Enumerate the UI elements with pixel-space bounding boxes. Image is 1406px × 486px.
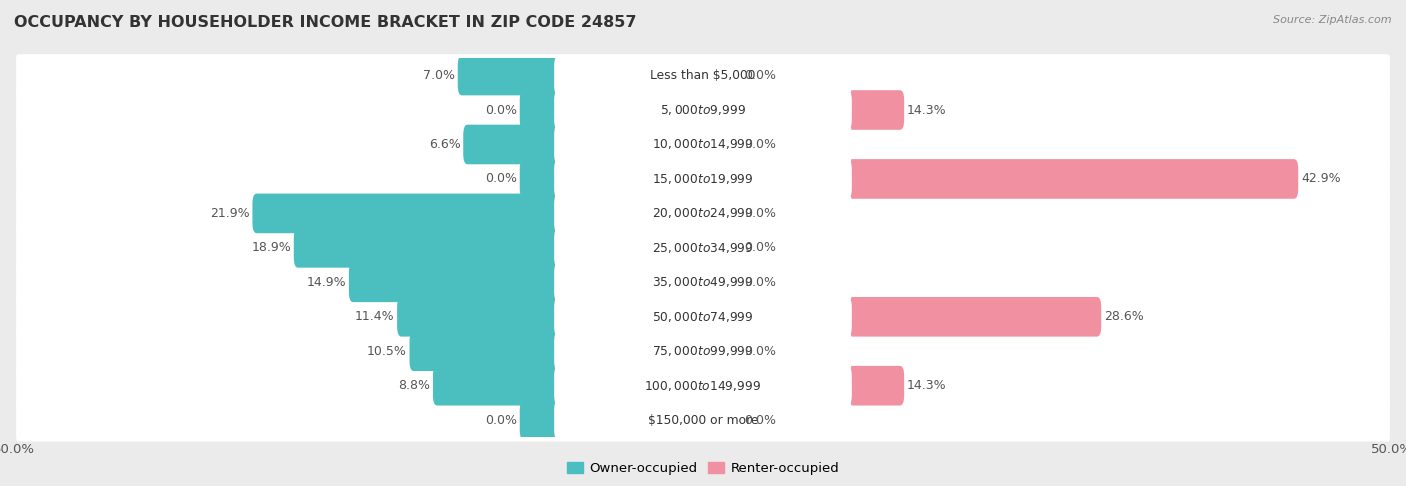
FancyBboxPatch shape	[554, 193, 741, 233]
Text: 10.5%: 10.5%	[367, 345, 406, 358]
Text: 7.0%: 7.0%	[423, 69, 456, 82]
Text: 14.3%: 14.3%	[907, 379, 946, 392]
Text: 14.9%: 14.9%	[307, 276, 346, 289]
FancyBboxPatch shape	[15, 192, 1391, 235]
Text: $15,000 to $19,999: $15,000 to $19,999	[652, 172, 754, 186]
Text: $5,000 to $9,999: $5,000 to $9,999	[659, 103, 747, 117]
FancyBboxPatch shape	[520, 400, 707, 440]
Text: Source: ZipAtlas.com: Source: ZipAtlas.com	[1274, 15, 1392, 25]
FancyBboxPatch shape	[520, 90, 707, 130]
FancyBboxPatch shape	[15, 88, 1391, 131]
FancyBboxPatch shape	[433, 366, 707, 405]
Text: $35,000 to $49,999: $35,000 to $49,999	[652, 276, 754, 289]
FancyBboxPatch shape	[15, 226, 1391, 269]
FancyBboxPatch shape	[15, 330, 1391, 373]
FancyBboxPatch shape	[554, 90, 904, 130]
FancyBboxPatch shape	[409, 331, 707, 371]
FancyBboxPatch shape	[15, 123, 1391, 166]
FancyBboxPatch shape	[554, 331, 741, 371]
FancyBboxPatch shape	[253, 193, 707, 233]
Text: 0.0%: 0.0%	[744, 138, 776, 151]
Text: 8.8%: 8.8%	[398, 379, 430, 392]
Text: 0.0%: 0.0%	[744, 276, 776, 289]
Text: $25,000 to $34,999: $25,000 to $34,999	[652, 241, 754, 255]
FancyBboxPatch shape	[520, 159, 707, 199]
FancyBboxPatch shape	[554, 297, 852, 337]
Text: $100,000 to $149,999: $100,000 to $149,999	[644, 379, 762, 393]
Text: 0.0%: 0.0%	[485, 104, 517, 117]
FancyBboxPatch shape	[554, 56, 741, 95]
Text: 18.9%: 18.9%	[252, 242, 291, 254]
Text: Less than $5,000: Less than $5,000	[650, 69, 756, 82]
FancyBboxPatch shape	[15, 295, 1391, 338]
Text: $20,000 to $24,999: $20,000 to $24,999	[652, 207, 754, 220]
FancyBboxPatch shape	[554, 56, 852, 95]
FancyBboxPatch shape	[294, 228, 707, 268]
Text: 0.0%: 0.0%	[744, 414, 776, 427]
FancyBboxPatch shape	[554, 125, 852, 164]
FancyBboxPatch shape	[554, 366, 904, 405]
FancyBboxPatch shape	[349, 262, 707, 302]
FancyBboxPatch shape	[554, 193, 852, 233]
FancyBboxPatch shape	[554, 262, 852, 302]
Text: $50,000 to $74,999: $50,000 to $74,999	[652, 310, 754, 324]
FancyBboxPatch shape	[554, 400, 741, 440]
Text: 6.6%: 6.6%	[429, 138, 461, 151]
Text: 14.3%: 14.3%	[907, 104, 946, 117]
FancyBboxPatch shape	[554, 400, 852, 440]
FancyBboxPatch shape	[554, 366, 852, 405]
Text: $75,000 to $99,999: $75,000 to $99,999	[652, 344, 754, 358]
Text: 0.0%: 0.0%	[744, 69, 776, 82]
FancyBboxPatch shape	[15, 364, 1391, 407]
Text: 21.9%: 21.9%	[209, 207, 250, 220]
FancyBboxPatch shape	[15, 261, 1391, 304]
FancyBboxPatch shape	[396, 297, 707, 337]
Text: OCCUPANCY BY HOUSEHOLDER INCOME BRACKET IN ZIP CODE 24857: OCCUPANCY BY HOUSEHOLDER INCOME BRACKET …	[14, 15, 637, 30]
Text: $150,000 or more: $150,000 or more	[648, 414, 758, 427]
FancyBboxPatch shape	[554, 228, 741, 268]
Text: 0.0%: 0.0%	[485, 414, 517, 427]
FancyBboxPatch shape	[554, 228, 852, 268]
FancyBboxPatch shape	[554, 159, 852, 199]
FancyBboxPatch shape	[554, 297, 1101, 337]
Text: $10,000 to $14,999: $10,000 to $14,999	[652, 138, 754, 152]
FancyBboxPatch shape	[554, 262, 741, 302]
FancyBboxPatch shape	[554, 159, 1298, 199]
FancyBboxPatch shape	[15, 54, 1391, 97]
FancyBboxPatch shape	[15, 157, 1391, 200]
Text: 0.0%: 0.0%	[744, 207, 776, 220]
FancyBboxPatch shape	[554, 90, 852, 130]
Text: 0.0%: 0.0%	[744, 242, 776, 254]
FancyBboxPatch shape	[15, 399, 1391, 442]
Legend: Owner-occupied, Renter-occupied: Owner-occupied, Renter-occupied	[561, 456, 845, 480]
Text: 42.9%: 42.9%	[1301, 173, 1341, 186]
FancyBboxPatch shape	[458, 56, 707, 95]
FancyBboxPatch shape	[554, 125, 741, 164]
FancyBboxPatch shape	[554, 331, 852, 371]
Text: 0.0%: 0.0%	[744, 345, 776, 358]
Text: 28.6%: 28.6%	[1104, 310, 1143, 323]
Text: 0.0%: 0.0%	[485, 173, 517, 186]
FancyBboxPatch shape	[463, 125, 707, 164]
Text: 11.4%: 11.4%	[354, 310, 394, 323]
